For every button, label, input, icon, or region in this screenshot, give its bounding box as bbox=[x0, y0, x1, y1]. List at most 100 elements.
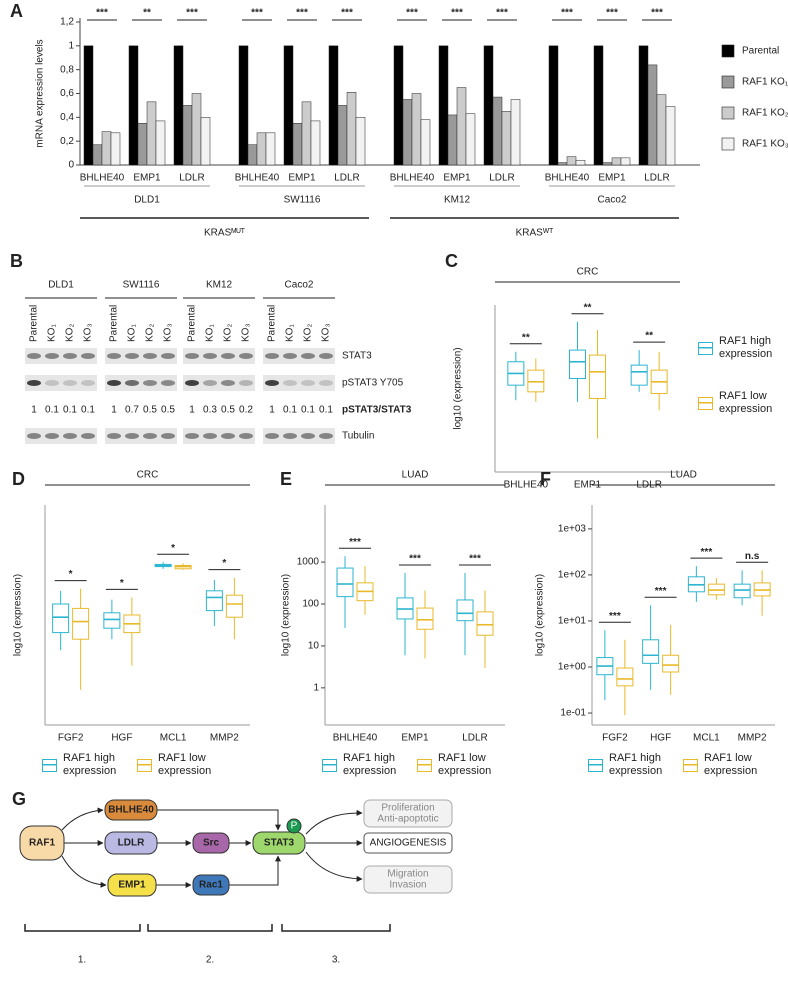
node bbox=[252, 831, 306, 855]
legend-label: RAF1 KO₁ bbox=[742, 77, 788, 88]
legend-swatch bbox=[137, 758, 152, 772]
x-tick-label: BHLHE40 bbox=[333, 733, 378, 744]
box bbox=[103, 612, 121, 629]
blot-band bbox=[27, 353, 41, 359]
group-label: DLD1 bbox=[134, 195, 160, 206]
significance-label: ** bbox=[584, 302, 592, 313]
bar bbox=[247, 144, 258, 166]
significance-label: * bbox=[69, 569, 73, 580]
bar bbox=[238, 45, 249, 166]
blot-band bbox=[63, 353, 77, 359]
x-tick-label: LDLR bbox=[462, 733, 488, 744]
blot-strip bbox=[25, 428, 97, 444]
blot-band bbox=[265, 353, 279, 359]
bar bbox=[602, 162, 613, 166]
panel-label: G bbox=[12, 789, 26, 809]
blot-band bbox=[45, 433, 59, 439]
significance-label: *** bbox=[349, 537, 361, 548]
blot-band bbox=[221, 433, 235, 439]
x-tick-label: BHLHE40 bbox=[504, 480, 549, 491]
lane-label: Parental bbox=[267, 305, 278, 342]
node-label: STAT3 bbox=[264, 838, 295, 849]
arrow bbox=[61, 855, 107, 888]
significance-label: ** bbox=[143, 8, 151, 19]
row-label: STAT3 bbox=[342, 351, 372, 362]
x-tick-label: MCL1 bbox=[693, 733, 720, 744]
legend-swatch bbox=[417, 758, 432, 772]
cell-line-label: SW1116 bbox=[123, 280, 160, 291]
box bbox=[733, 583, 751, 599]
step-label: 2. bbox=[206, 955, 214, 966]
blot-band bbox=[161, 380, 175, 386]
significance-label: *** bbox=[701, 547, 713, 558]
y-tick-label: 0,6 bbox=[60, 88, 74, 99]
box bbox=[416, 607, 434, 630]
blot-strip bbox=[105, 348, 177, 364]
phospho bbox=[286, 818, 302, 834]
blot-band bbox=[81, 380, 95, 386]
ratio-value: 0.5 bbox=[143, 405, 157, 416]
box bbox=[616, 667, 634, 687]
blot-band bbox=[107, 353, 121, 359]
y-axis-label: log10 (expression) bbox=[453, 347, 464, 429]
box bbox=[456, 599, 474, 622]
legend-label: RAF1 low expression bbox=[719, 390, 773, 415]
bar bbox=[620, 157, 631, 166]
output-box bbox=[363, 832, 453, 854]
blot-band bbox=[221, 353, 235, 359]
step-label: 3. bbox=[332, 955, 340, 966]
blot-band bbox=[81, 353, 95, 359]
node-label: P bbox=[291, 821, 298, 832]
ratio-value: 1 bbox=[31, 405, 37, 416]
bar bbox=[337, 105, 348, 166]
x-tick-label: MMP2 bbox=[210, 733, 239, 744]
y-tick-label: 0,2 bbox=[60, 136, 74, 147]
output-label: Anti-apoptotic bbox=[377, 814, 438, 825]
significance-label: ** bbox=[645, 331, 653, 342]
legend-swatch bbox=[721, 106, 735, 120]
bar bbox=[155, 120, 166, 166]
chart-title: CRC bbox=[137, 470, 159, 481]
group-label: KM12 bbox=[444, 195, 471, 206]
bracket bbox=[147, 924, 273, 932]
node bbox=[192, 832, 230, 854]
blot-strip bbox=[105, 375, 177, 391]
significance-label: * bbox=[222, 558, 226, 569]
bar bbox=[402, 99, 413, 166]
blot-band bbox=[203, 433, 217, 439]
significance-label: *** bbox=[296, 8, 308, 19]
panel-label: B bbox=[10, 251, 23, 271]
blot-band bbox=[239, 433, 253, 439]
bar bbox=[420, 119, 431, 166]
legend-item: RAF1 low expression bbox=[137, 752, 230, 778]
blot-band bbox=[27, 433, 41, 439]
ratio-value: 0.1 bbox=[45, 405, 59, 416]
bar bbox=[566, 156, 577, 166]
bar bbox=[101, 131, 112, 166]
y-tick-label: 1000 bbox=[297, 557, 320, 568]
blot-band bbox=[143, 353, 157, 359]
bar bbox=[548, 45, 559, 166]
bar bbox=[438, 45, 449, 166]
blot-band bbox=[301, 380, 315, 386]
node-label: EMP1 bbox=[118, 880, 146, 891]
ratio-value: 0.3 bbox=[203, 405, 217, 416]
blot-band bbox=[185, 433, 199, 439]
box bbox=[72, 607, 90, 640]
chart-title: LUAD bbox=[670, 470, 697, 481]
box bbox=[52, 603, 70, 634]
box bbox=[569, 349, 586, 379]
blot-strip bbox=[25, 375, 97, 391]
blot-strip bbox=[25, 348, 97, 364]
panel-label: E bbox=[280, 469, 292, 489]
legend-swatch bbox=[588, 758, 603, 772]
box bbox=[630, 364, 648, 386]
y-tick-label: 1e-01 bbox=[560, 708, 586, 719]
bar bbox=[393, 45, 404, 166]
bar bbox=[83, 45, 94, 166]
cell-line-label: KM12 bbox=[206, 280, 233, 291]
box bbox=[476, 611, 494, 636]
blot-band bbox=[107, 380, 121, 386]
